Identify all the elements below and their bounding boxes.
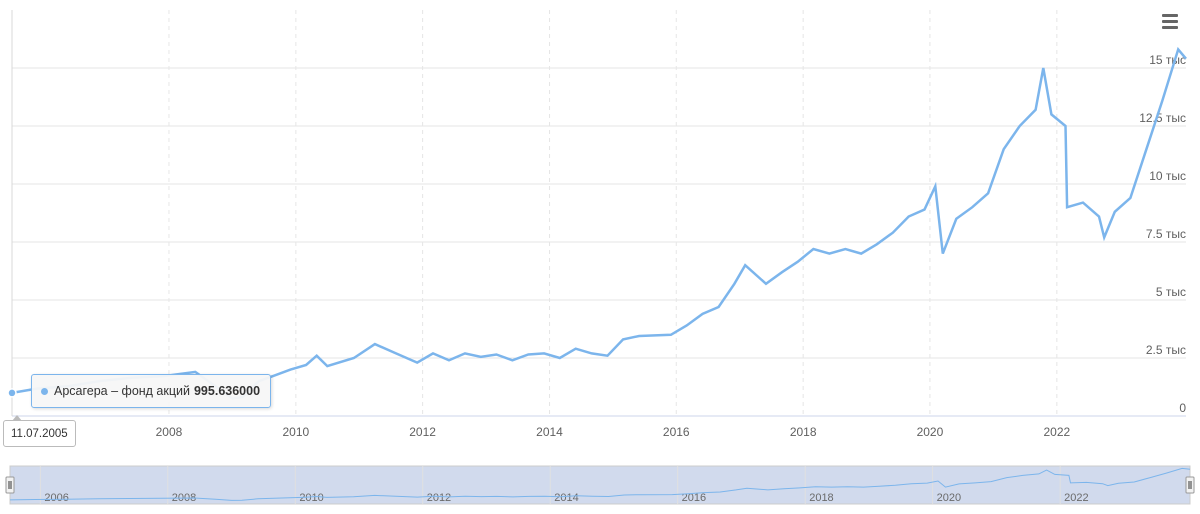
navigator-series <box>9 467 1191 501</box>
navigator-tick-label: 2022 <box>1064 492 1088 504</box>
navigator[interactable]: 2006 2008 2010 2012 2014 2016 2018 2020 2022 <box>5 465 1195 505</box>
navigator-selection[interactable] <box>10 466 1190 504</box>
navigator-tick-label: 2016 <box>682 492 706 504</box>
navigator-handle-body <box>1185 476 1195 494</box>
navigator-handle-left[interactable] <box>5 476 15 494</box>
grid-lines <box>11 10 1186 417</box>
x-tick-label: 2008 <box>156 425 183 439</box>
tooltip: Арсагера – фонд акций 995.636000 <box>31 374 272 408</box>
y-tick-label: 2.5 тыс <box>1146 343 1186 357</box>
navigator-tick-label: 2018 <box>809 492 833 504</box>
x-tick-label: 2016 <box>663 425 690 439</box>
x-tick-label: 2022 <box>1043 425 1070 439</box>
crosshair-date: 11.07.2005 <box>11 427 68 440</box>
hamburger-menu-icon[interactable] <box>1160 14 1182 34</box>
y-tick-label: 12.5 тыс <box>1139 111 1186 125</box>
navigator-tick-label: 2006 <box>44 492 68 504</box>
x-tick-label: 2020 <box>917 425 944 439</box>
x-tick-label: 2012 <box>409 425 436 439</box>
navigator-handle-right[interactable] <box>1185 476 1195 494</box>
navigator-tick-label: 2010 <box>299 492 323 504</box>
tooltip-value: 995.636000 <box>193 384 261 398</box>
y-axis: 0 2.5 тыс 5 тыс 7.5 тыс 10 тыс 12.5 тыс 15 тыс <box>1139 53 1186 415</box>
hover-point-marker <box>7 388 17 398</box>
y-tick-label: 5 тыс <box>1156 285 1186 299</box>
x-tick-label: 2018 <box>790 425 817 439</box>
y-tick-label: 7.5 тыс <box>1146 227 1186 241</box>
crosshair-date-label: 11.07.2005 <box>3 415 76 447</box>
tooltip-series-name: Арсагера – фонд акций <box>54 384 190 398</box>
x-tick-label: 2014 <box>536 425 563 439</box>
y-tick-label: 10 тыс <box>1149 169 1186 183</box>
navigator-tick-label: 2012 <box>427 492 451 504</box>
navigator-tick-label: 2014 <box>554 492 578 504</box>
series-line <box>11 46 1187 400</box>
x-tick-label: 2010 <box>283 425 310 439</box>
y-tick-label: 15 тыс <box>1149 53 1186 67</box>
navigator-tick-label: 2020 <box>937 492 961 504</box>
y-tick-label: 0 <box>1179 401 1186 415</box>
series-color-dot <box>41 387 48 395</box>
navigator-handle-body <box>5 476 15 494</box>
x-axis: 2008 2010 2012 2014 2016 2018 2020 2022 <box>156 425 1071 439</box>
